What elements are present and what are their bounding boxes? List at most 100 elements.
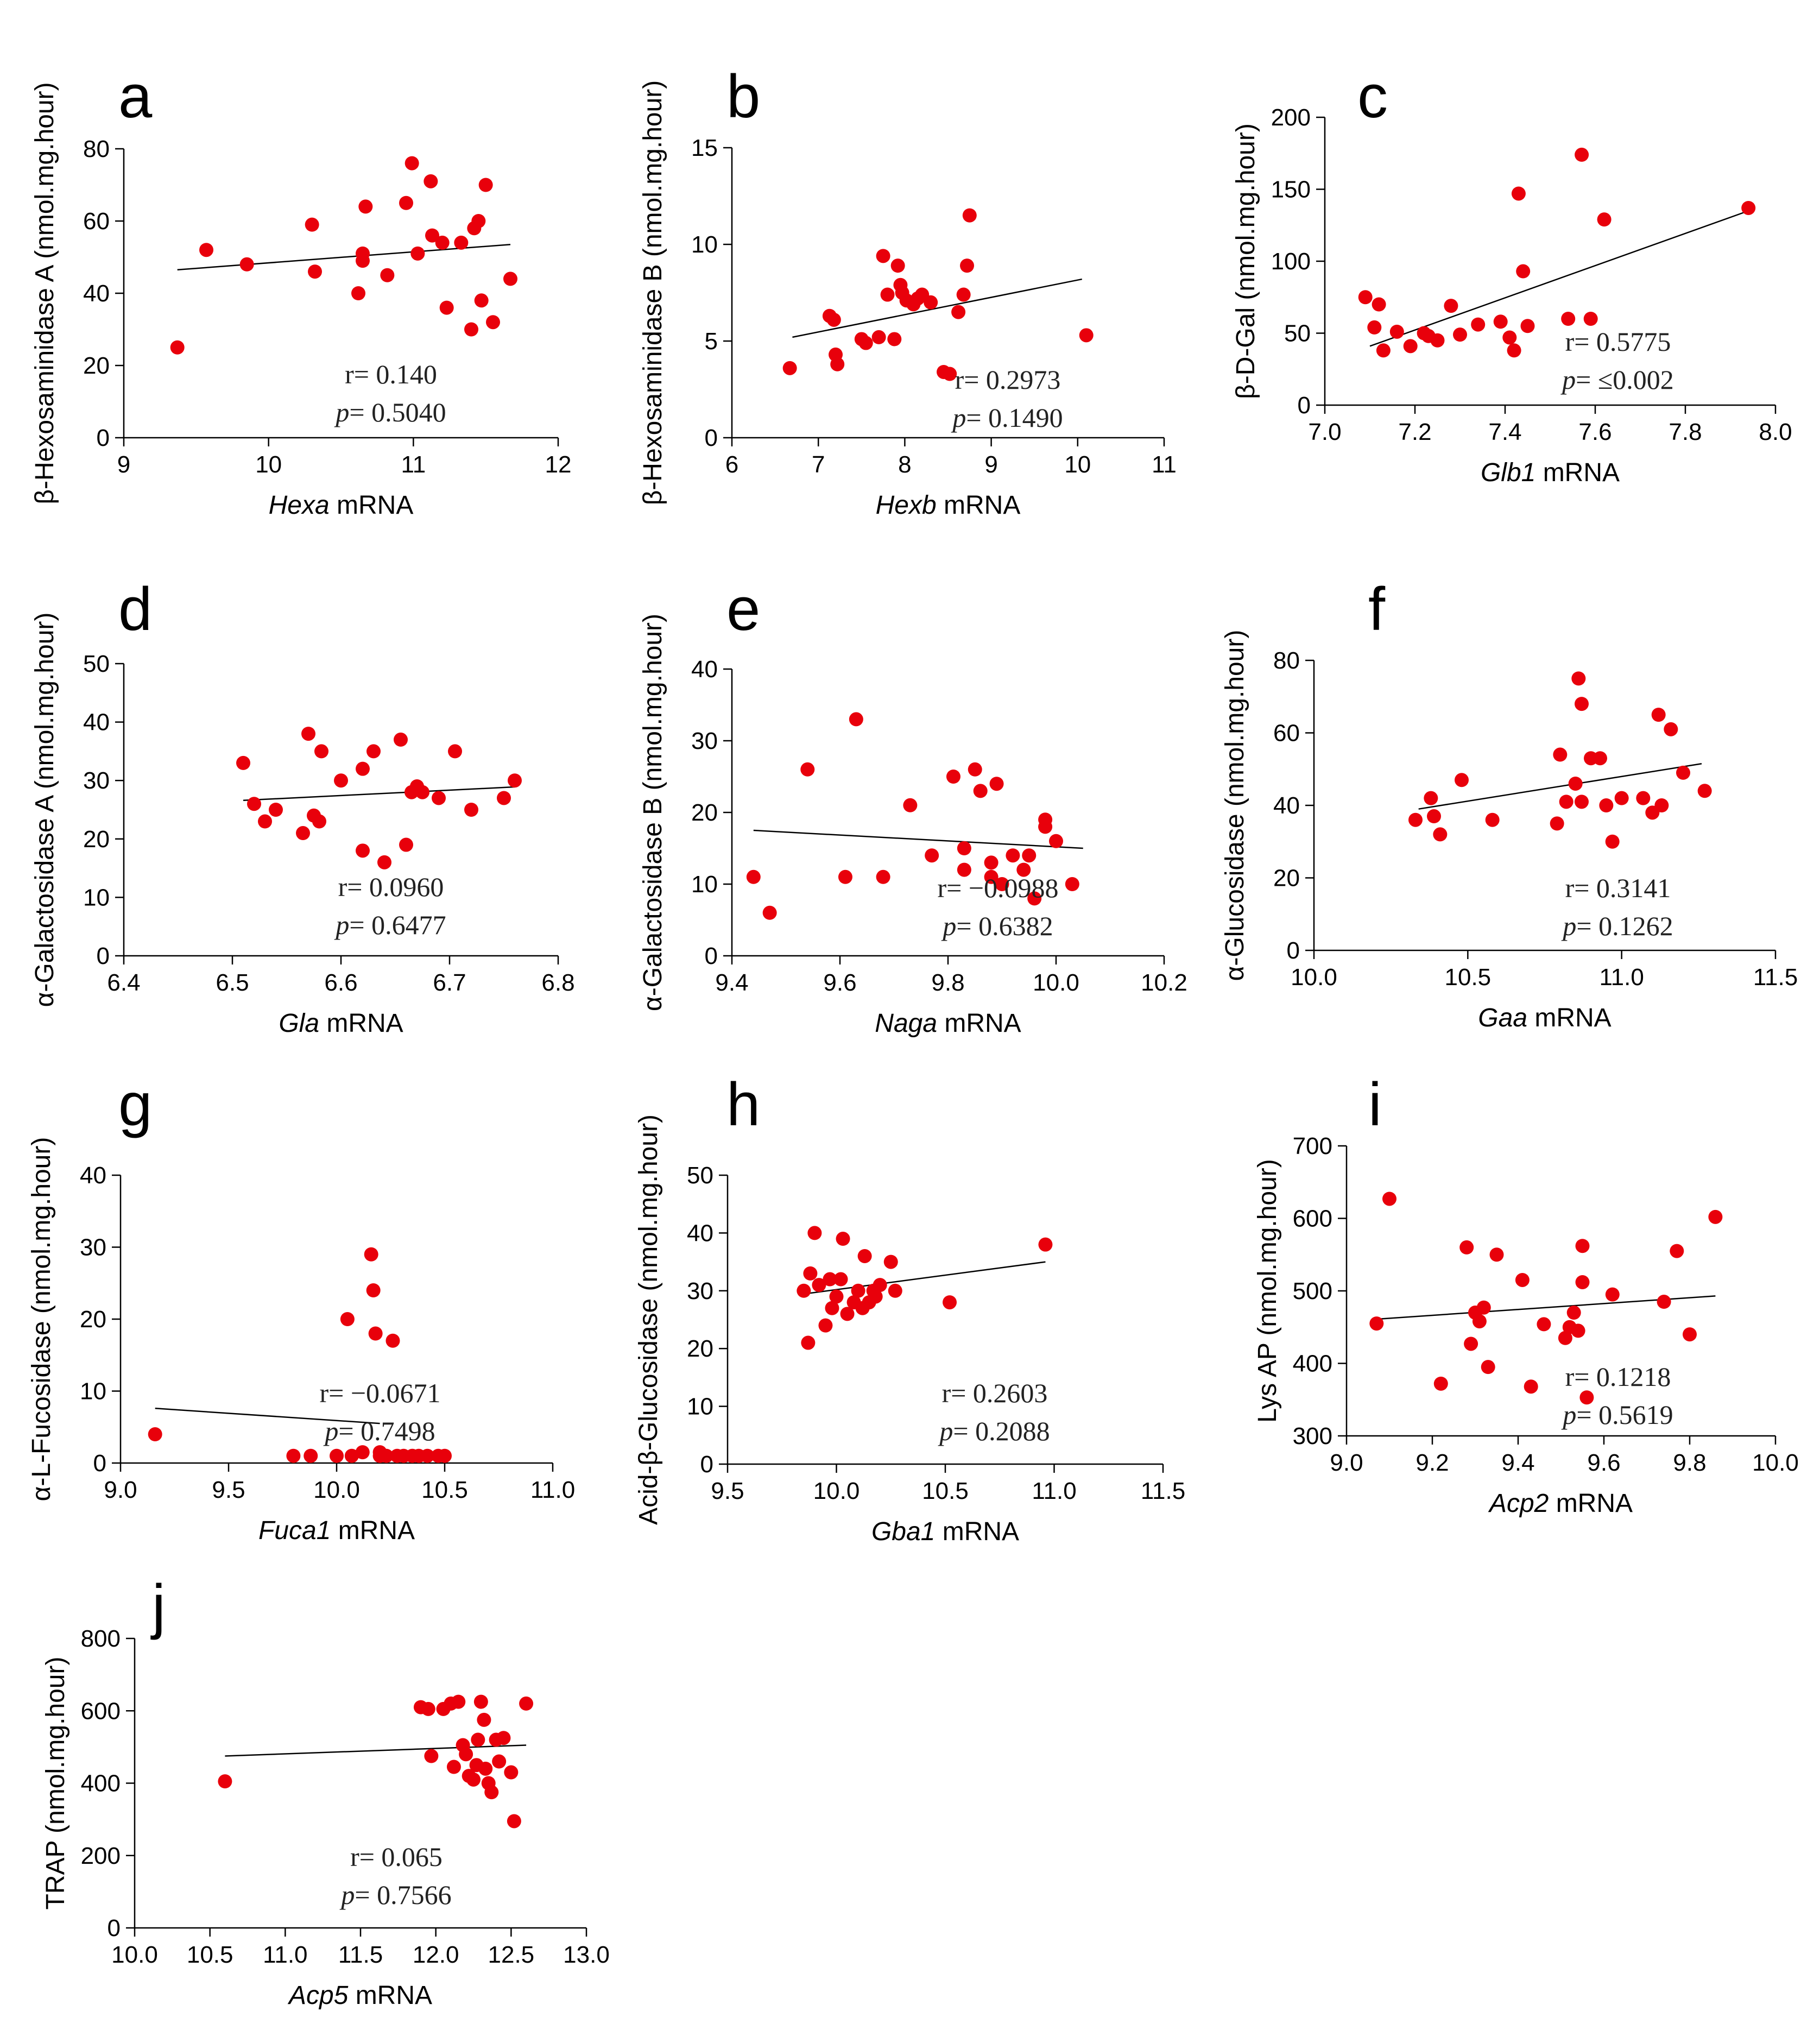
- x-axis-title-suffix: mRNA: [1549, 1489, 1633, 1518]
- data-point: [883, 1254, 898, 1269]
- data-point: [507, 1814, 521, 1829]
- stat-r-value: r= 0.2973: [955, 364, 1061, 395]
- y-tick-label: 20: [83, 352, 110, 379]
- data-point: [857, 1249, 872, 1263]
- y-tick-label: 30: [83, 767, 110, 794]
- stat-p-number: = 0.6382: [956, 911, 1053, 941]
- data-point: [1708, 1209, 1723, 1224]
- panel-letter: b: [726, 62, 760, 130]
- data-point: [1038, 1237, 1053, 1252]
- stat-p-number: = 0.5040: [349, 397, 446, 427]
- y-tick-label: 200: [81, 1843, 121, 1869]
- data-point: [435, 235, 450, 250]
- x-tick-label: 9: [984, 451, 997, 478]
- chart-panel-e: e 9.4 9.6 9.8 10.0 10.2 0 10 20 30 40 Naga mRNA α-Ga…: [639, 575, 1187, 1038]
- y-tick-label: 20: [687, 1335, 713, 1362]
- chart-panel-d: d 6.4 6.5 6.6 6.7 6.8 0 10 20 30 40 50 Gla mRNA α-Gal…: [30, 575, 575, 1038]
- data-point: [1358, 290, 1373, 305]
- x-tick-label: 9.0: [1330, 1449, 1363, 1476]
- y-tick-label: 40: [83, 709, 110, 736]
- data-point: [1476, 1300, 1491, 1315]
- stat-p-label: p: [1561, 911, 1576, 941]
- data-point: [199, 243, 213, 257]
- panel-letter: f: [1368, 575, 1386, 643]
- y-axis-title: Acid-β-Glucosidase (nmol.mg.hour): [634, 1114, 663, 1525]
- stat-r-value: r= 0.2603: [942, 1378, 1048, 1408]
- data-point: [924, 295, 938, 310]
- data-point: [308, 264, 322, 279]
- data-point: [943, 1295, 957, 1310]
- data-point: [1369, 1316, 1384, 1331]
- y-tick-label: 500: [1293, 1278, 1332, 1304]
- data-point: [925, 848, 939, 863]
- chart-panel-j: j 10.0 10.5 11.0 11.5 12.0 12.5 13.0 0 200 400 600 8…: [41, 1572, 610, 2010]
- data-point: [356, 843, 370, 858]
- data-point: [1511, 186, 1526, 201]
- y-tick-label: 0: [97, 943, 110, 969]
- data-point: [1575, 147, 1589, 162]
- data-point: [1376, 343, 1391, 358]
- data-point: [1614, 791, 1629, 805]
- data-point: [351, 286, 365, 300]
- x-tick-label: 12.0: [413, 1941, 459, 1968]
- data-point: [304, 1448, 318, 1463]
- data-point: [1664, 722, 1678, 736]
- data-point: [1027, 891, 1042, 906]
- x-axis-title: Hexb mRNA: [876, 491, 1021, 520]
- data-point: [801, 1335, 816, 1350]
- y-tick-label: 400: [1293, 1351, 1332, 1377]
- data-point: [334, 773, 348, 788]
- x-axis-gene-name: Gaa: [1478, 1004, 1527, 1032]
- x-axis-title-suffix: mRNA: [330, 491, 414, 520]
- regression-line: [806, 1261, 1046, 1295]
- stat-p-number: = 0.1262: [1576, 911, 1673, 941]
- y-tick-label: 80: [1273, 647, 1300, 674]
- data-point: [1372, 297, 1386, 312]
- data-point: [968, 762, 982, 777]
- data-point: [1697, 784, 1712, 798]
- x-tick-label: 7.0: [1308, 419, 1341, 445]
- data-point: [486, 315, 500, 330]
- stat-p-value: p= 0.7566: [339, 1880, 451, 1910]
- data-point: [478, 1761, 493, 1776]
- x-axis-gene-name: Gba1: [871, 1517, 935, 1546]
- x-tick-label: 9.6: [823, 969, 856, 996]
- data-point: [312, 814, 326, 829]
- y-tick-label: 0: [1287, 937, 1300, 964]
- data-point: [508, 773, 522, 788]
- y-tick-label: 60: [1273, 720, 1300, 747]
- data-point: [1575, 1275, 1590, 1289]
- data-point: [379, 1448, 394, 1463]
- data-point: [1464, 1336, 1478, 1351]
- x-tick-label: 9.5: [212, 1477, 245, 1503]
- panel-letter: a: [118, 62, 153, 130]
- data-point: [356, 761, 370, 776]
- x-axis-title: Fuca1 mRNA: [258, 1516, 415, 1545]
- y-tick-label: 50: [1284, 320, 1311, 347]
- stat-p-number: = 0.7566: [355, 1880, 451, 1910]
- x-tick-label: 11: [1152, 451, 1177, 478]
- y-tick-label: 0: [93, 1450, 106, 1477]
- y-tick-label: 150: [1271, 176, 1311, 203]
- data-point: [957, 841, 971, 855]
- stat-p-label: p: [1560, 364, 1576, 395]
- data-point: [459, 1747, 473, 1762]
- data-point: [466, 1772, 481, 1787]
- regression-line: [753, 829, 1083, 849]
- data-point: [1427, 809, 1441, 824]
- data-point: [840, 1307, 855, 1321]
- y-axis-title: TRAP (nmol.mg.hour): [41, 1657, 70, 1910]
- data-point: [887, 332, 902, 346]
- y-tick-label: 800: [81, 1625, 121, 1652]
- data-point: [851, 1283, 865, 1298]
- y-axis-title: α-Glucosidase (nmol.mg.hour): [1221, 630, 1249, 981]
- data-point: [446, 1760, 461, 1774]
- x-tick-label: 9.0: [104, 1477, 137, 1503]
- data-point: [454, 235, 469, 250]
- x-tick-label: 10.5: [922, 1478, 969, 1504]
- data-point: [1430, 333, 1445, 348]
- stat-p-label: p: [339, 1880, 355, 1910]
- data-point: [344, 1448, 359, 1463]
- data-point: [1006, 848, 1020, 863]
- data-point: [1455, 773, 1469, 787]
